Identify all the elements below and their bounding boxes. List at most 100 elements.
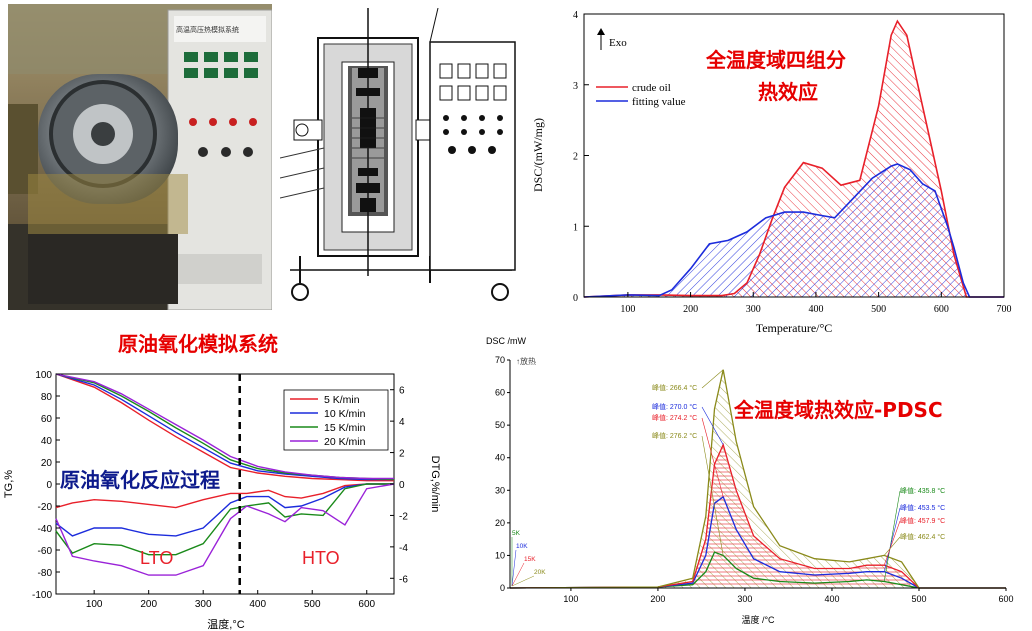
tg-xlabel: 温度,°C xyxy=(207,617,244,631)
dsc-xtick-label: 600 xyxy=(934,304,949,315)
dtg-ytick-label: -2 xyxy=(399,511,408,522)
dsc-ytick-label: 2 xyxy=(573,152,578,163)
tg-ytick-label: -20 xyxy=(38,502,53,513)
tg-ytick-label: 100 xyxy=(35,370,52,381)
rate-leader xyxy=(511,575,535,587)
tg-ytick-label: 40 xyxy=(41,436,53,447)
rate-leader xyxy=(511,549,517,587)
dsc-ytick-label: 4 xyxy=(573,10,578,21)
dsc-xtick-label: 400 xyxy=(808,304,823,315)
dsc-legend: crude oil fitting value xyxy=(596,82,686,108)
peak-label-low: 峰值: 276.2 °C xyxy=(652,431,697,440)
dsc-ytick-label: 3 xyxy=(573,81,578,92)
dtg-line-0 xyxy=(55,483,394,509)
hto-label: HTO xyxy=(302,548,340,568)
pdsc-area-2 xyxy=(510,444,1006,588)
tg-xtick-label: 200 xyxy=(140,599,157,610)
tg-ytick-label: 0 xyxy=(46,480,52,491)
peak-leader-high xyxy=(883,507,901,572)
rate-leader xyxy=(511,562,525,587)
tg-dtg-chart: 100 200 300 400 500 600 100 80 60 40 20 0 -20 -40 -60-… xyxy=(0,360,470,631)
dtg-ytick-label: 2 xyxy=(399,449,405,460)
pdsc-xtick-label: 200 xyxy=(650,594,665,604)
pdsc-caption: 全温度域热效应-PDSC xyxy=(734,398,943,422)
tg-xtick-label: 400 xyxy=(249,599,266,610)
tg-xtick-label: 300 xyxy=(195,599,212,610)
tg-ytick-label: -80 xyxy=(38,568,53,579)
tg-ytick-label: 20 xyxy=(41,458,53,469)
rate-label: 15K xyxy=(524,556,536,563)
dsc-xtick-label: 700 xyxy=(997,304,1012,315)
dtg-ylabel: DTG,%/min xyxy=(429,456,441,513)
pdsc-xlabel: 温度 /°C xyxy=(741,614,775,625)
tg-xtick-label: 500 xyxy=(304,599,321,610)
pdsc-xtick-label: 600 xyxy=(998,594,1013,604)
rate-label: 5K xyxy=(512,530,521,537)
apparatus-panel-title: 高温高压热模拟系统 xyxy=(176,25,239,34)
pdsc-xtick-label: 400 xyxy=(824,594,839,604)
dtg-ytick-label: 0 xyxy=(399,480,405,491)
pdsc-xtick-label: 500 xyxy=(911,594,926,604)
peak-leader-high xyxy=(883,490,901,582)
pdsc-line-2 xyxy=(509,442,1006,589)
peak-label-high: 峰值: 457.9 °C xyxy=(900,516,945,525)
tg-ytick-label: -100 xyxy=(32,590,52,601)
pdsc-ytick-label: 20 xyxy=(495,518,505,528)
tg-line-1 xyxy=(55,373,394,481)
peak-leader-high xyxy=(883,520,901,566)
pdsc-xtick-label: 100 xyxy=(563,594,578,604)
tg-ytick-label: 80 xyxy=(41,392,53,403)
dsc-ytick-label: 1 xyxy=(573,222,578,233)
dsc-xtick-label: 200 xyxy=(683,304,698,315)
tg-ytick-label: 60 xyxy=(41,414,53,425)
dsc-area-1 xyxy=(584,164,1004,297)
exotherm-annotation: ↑放热 xyxy=(516,356,536,366)
pdsc-ytick-label: 50 xyxy=(495,420,505,430)
dsc-xtick-label: 500 xyxy=(871,304,886,315)
dtg-ytick-label: -6 xyxy=(399,574,408,585)
dsc-ylabel: DSC/(mW/mg) xyxy=(531,118,545,192)
peak-leader-low xyxy=(701,369,724,389)
dsc-line-0 xyxy=(583,19,1004,298)
tg-ytick-label: -60 xyxy=(38,546,53,557)
peak-label-high: 峰值: 435.8 °C xyxy=(900,486,945,495)
pdsc-ytick-label: 0 xyxy=(500,583,505,593)
dtg-ytick-label: 6 xyxy=(399,386,405,397)
dtg-ytick-label: -4 xyxy=(399,543,408,554)
peak-leader-low xyxy=(701,435,724,556)
pdsc-ylabel: DSC /mW xyxy=(486,336,527,346)
pdsc-line-1 xyxy=(509,495,1006,589)
pdsc-chart: 100 200 300 400 500 600 0 10 20 30 40 50 60 70 DSC /m… xyxy=(476,330,1030,631)
exo-arrowhead-icon xyxy=(597,28,605,35)
legend-label-fitting-value: fitting value xyxy=(632,96,686,108)
apparatus-photo: 高温高压热模拟系统 xyxy=(8,4,272,310)
pdsc-xtick-label: 300 xyxy=(737,594,752,604)
tg-xtick-label: 600 xyxy=(358,599,375,610)
peak-label-low: 峰值: 266.4 °C xyxy=(652,383,697,392)
peak-label-low: 峰值: 270.0 °C xyxy=(652,402,697,411)
tg-line-3 xyxy=(55,373,394,480)
peak-leader-low xyxy=(701,406,724,445)
pdsc-line-3 xyxy=(509,369,1006,589)
tg-ylabel: TG,% xyxy=(3,470,15,498)
legend-label-10k: 10 K/min xyxy=(324,408,366,420)
peak-leader-low xyxy=(701,417,724,497)
legend-label-15k: 15 K/min xyxy=(324,422,366,434)
dsc-line-1 xyxy=(583,163,1004,298)
tg-xtick-label: 100 xyxy=(86,599,103,610)
legend-label-20k: 20 K/min xyxy=(324,436,366,448)
exo-annotation: Exo xyxy=(609,37,627,49)
legend-label-5k: 5 K/min xyxy=(324,394,360,406)
dsc-xlabel: Temperature/°C xyxy=(756,321,833,335)
pdsc-ytick-label: 40 xyxy=(495,453,505,463)
pdsc-ytick-label: 30 xyxy=(495,485,505,495)
pdsc-ytick-label: 10 xyxy=(495,550,505,560)
peak-label-low: 峰值: 274.2 °C xyxy=(652,413,697,422)
dtg-ytick-label: 4 xyxy=(399,417,405,428)
system-caption: 原油氧化模拟系统 xyxy=(118,332,278,356)
four-group-caption-2: 热效应 xyxy=(758,80,818,104)
apparatus-schematic xyxy=(279,7,525,310)
rate-label: 20K xyxy=(534,569,546,576)
four-group-caption: 全温度域四组分 xyxy=(706,48,846,72)
dsc-xtick-label: 100 xyxy=(620,304,635,315)
